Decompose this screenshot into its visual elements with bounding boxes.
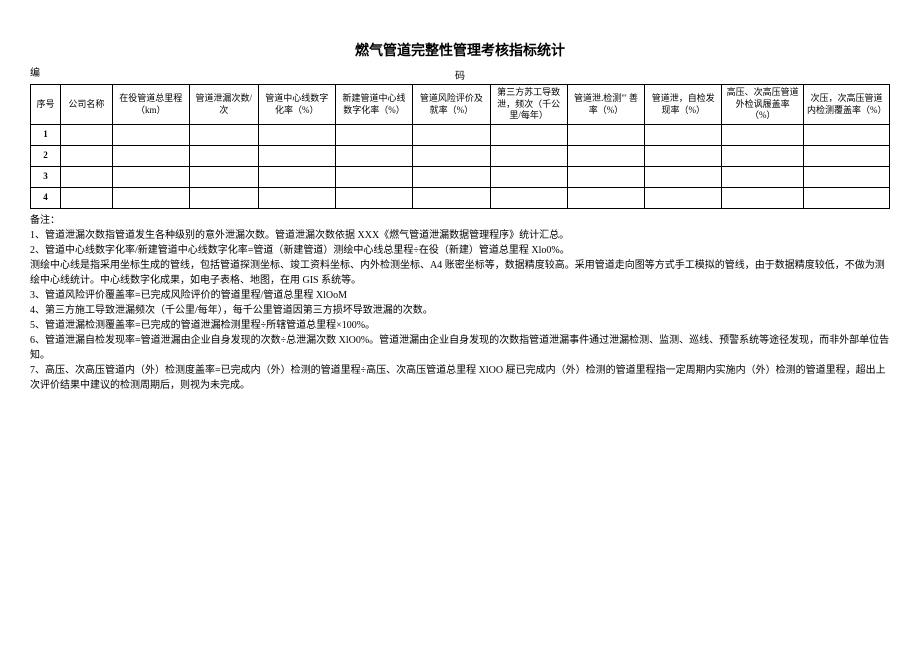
cell bbox=[567, 125, 644, 146]
cell bbox=[413, 188, 490, 209]
center-label: 码 bbox=[30, 67, 890, 82]
col-header: 在役管道总里程（km） bbox=[112, 85, 189, 125]
table-row: 3 bbox=[31, 167, 890, 188]
cell bbox=[722, 125, 804, 146]
page-title: 燃气管道完整性管理考核指标统计 bbox=[30, 40, 890, 60]
cell bbox=[722, 167, 804, 188]
col-header: 管道风险评价及就率（%） bbox=[413, 85, 490, 125]
cell bbox=[258, 188, 335, 209]
cell bbox=[490, 125, 567, 146]
cell bbox=[335, 146, 412, 167]
note-line: 2、管道中心线数字化率/新建管道中心线数字化率=管道（新建管道）测绘中心线总里程… bbox=[30, 243, 890, 258]
cell bbox=[803, 125, 889, 146]
cell bbox=[413, 167, 490, 188]
col-header: 序号 bbox=[31, 85, 61, 125]
col-header: 管道泄，自检发现率（%） bbox=[645, 85, 722, 125]
note-line: 测绘中心线是指采用坐标生成的管线，包括管道探测坐标、竣工资料坐标、内外检测坐标、… bbox=[30, 258, 890, 288]
cell bbox=[567, 167, 644, 188]
cell bbox=[61, 146, 113, 167]
note-line: 3、管道风险评价覆盖率=已完成风险评价的管道里程/管道总里程 XlOoM bbox=[30, 288, 890, 303]
cell bbox=[645, 125, 722, 146]
cell bbox=[803, 167, 889, 188]
cell bbox=[413, 125, 490, 146]
cell bbox=[567, 146, 644, 167]
cell bbox=[112, 167, 189, 188]
cell bbox=[722, 146, 804, 167]
cell bbox=[61, 125, 113, 146]
cell bbox=[413, 146, 490, 167]
cell bbox=[189, 188, 258, 209]
table-row: 2 bbox=[31, 146, 890, 167]
cell bbox=[189, 146, 258, 167]
cell bbox=[490, 167, 567, 188]
note-line: 4、第三方施工导致泄漏频次（千公里/每年），每千公里管道因第三方损坏导致泄漏的次… bbox=[30, 303, 890, 318]
cell bbox=[645, 146, 722, 167]
cell bbox=[335, 125, 412, 146]
col-header: 管道泄.检测"' 善率（%） bbox=[567, 85, 644, 125]
cell bbox=[490, 146, 567, 167]
col-header: 第三方苏工导致泄，频次（千公里/每年） bbox=[490, 85, 567, 125]
table-row: 1 bbox=[31, 125, 890, 146]
cell bbox=[112, 146, 189, 167]
row-number: 4 bbox=[31, 188, 61, 209]
col-header: 管道泄漏次数/次 bbox=[189, 85, 258, 125]
cell bbox=[803, 146, 889, 167]
cell bbox=[258, 167, 335, 188]
cell bbox=[112, 125, 189, 146]
note-line: 7、高压、次高压管道内（外）检测度盖率=已完成内（外）检测的管道里程÷高压、次高… bbox=[30, 363, 890, 393]
col-header: 高压、次高压管道外检讽履盖率（%） bbox=[722, 85, 804, 125]
stats-table: 序号 公司名称 在役管道总里程（km） 管道泄漏次数/次 管道中心线数字化率（%… bbox=[30, 84, 890, 209]
cell bbox=[803, 188, 889, 209]
row-number: 1 bbox=[31, 125, 61, 146]
cell bbox=[722, 188, 804, 209]
cell bbox=[335, 167, 412, 188]
cell bbox=[61, 167, 113, 188]
notes-section: 备注： 1、管道泄漏次数指管道发生各种级别的意外泄漏次数。管道泄漏次数依据 XX… bbox=[30, 213, 890, 393]
cell bbox=[335, 188, 412, 209]
col-header: 新建管道中心线数字化率（%） bbox=[335, 85, 412, 125]
note-line: 6、管道泄漏自检发现率=管道泄漏由企业自身发现的次数÷总泄漏次数 XlO0%。管… bbox=[30, 333, 890, 363]
cell bbox=[112, 188, 189, 209]
notes-header: 备注： bbox=[30, 213, 890, 228]
cell bbox=[258, 125, 335, 146]
cell bbox=[189, 167, 258, 188]
col-header: 管道中心线数字化率（%） bbox=[258, 85, 335, 125]
table-header-row: 序号 公司名称 在役管道总里程（km） 管道泄漏次数/次 管道中心线数字化率（%… bbox=[31, 85, 890, 125]
col-header: 次压，次高压管道内检测覆盖率（%） bbox=[803, 85, 889, 125]
row-number: 2 bbox=[31, 146, 61, 167]
cell bbox=[189, 125, 258, 146]
table-row: 4 bbox=[31, 188, 890, 209]
note-line: 5、管道泄漏检测覆盖率=已完成的管道泄漏检测里程÷所辖管道总里程×100%。 bbox=[30, 318, 890, 333]
cell bbox=[490, 188, 567, 209]
row-number: 3 bbox=[31, 167, 61, 188]
cell bbox=[61, 188, 113, 209]
col-header: 公司名称 bbox=[61, 85, 113, 125]
cell bbox=[258, 146, 335, 167]
note-line: 1、管道泄漏次数指管道发生各种级别的意外泄漏次数。管道泄漏次数依据 XXX《燃气… bbox=[30, 228, 890, 243]
cell bbox=[567, 188, 644, 209]
cell bbox=[645, 167, 722, 188]
cell bbox=[645, 188, 722, 209]
